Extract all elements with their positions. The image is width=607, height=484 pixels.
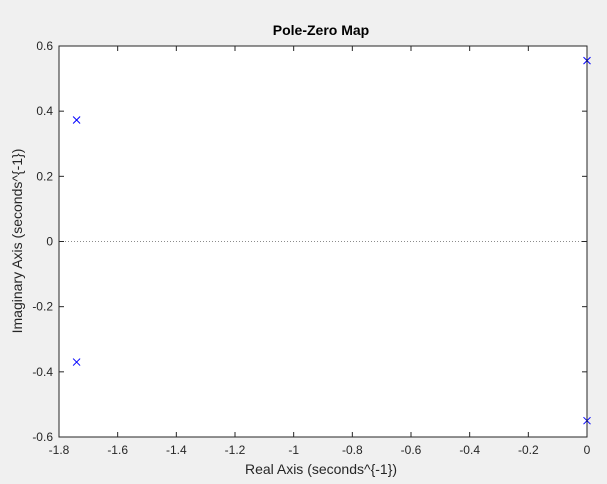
y-tick-label: -0.2 xyxy=(32,300,53,314)
x-axis-ticks: -1.8 -1.6 -1.4 -1.2 -1 -0.8 -0.6 -0.4 -0.2 0 xyxy=(49,46,591,457)
pole-marker xyxy=(72,116,81,124)
pole-marker-stroke xyxy=(72,358,81,366)
y-tick-label: -0.6 xyxy=(32,430,53,444)
y-tick-label: 0 xyxy=(46,235,53,249)
x-tick-label: -0.4 xyxy=(459,443,480,457)
y-tick-label: 0.4 xyxy=(36,104,53,118)
x-tick-label: -1.6 xyxy=(107,443,128,457)
pole-marker xyxy=(72,358,81,366)
y-axis-title: Imaginary Axis (seconds^{-1}) xyxy=(9,149,25,334)
pole-marker-stroke xyxy=(72,116,81,124)
x-tick-label: -1.2 xyxy=(225,443,246,457)
x-tick-label: 0 xyxy=(584,443,591,457)
axes-box xyxy=(58,45,588,438)
x-tick-label: -0.6 xyxy=(401,443,422,457)
y-tick-label: 0.2 xyxy=(36,169,53,183)
y-tick-label: -0.4 xyxy=(32,365,53,379)
x-tick-label: -1 xyxy=(288,443,299,457)
x-tick-label: -1.4 xyxy=(166,443,187,457)
y-tick-label: 0.6 xyxy=(36,39,53,53)
x-axis-title: Real Axis (seconds^{-1}) xyxy=(245,461,397,477)
chart-title: Pole-Zero Map xyxy=(273,22,369,38)
x-tick-label: -0.8 xyxy=(342,443,363,457)
x-tick-label: -1.8 xyxy=(49,443,70,457)
x-tick-label: -0.2 xyxy=(518,443,539,457)
